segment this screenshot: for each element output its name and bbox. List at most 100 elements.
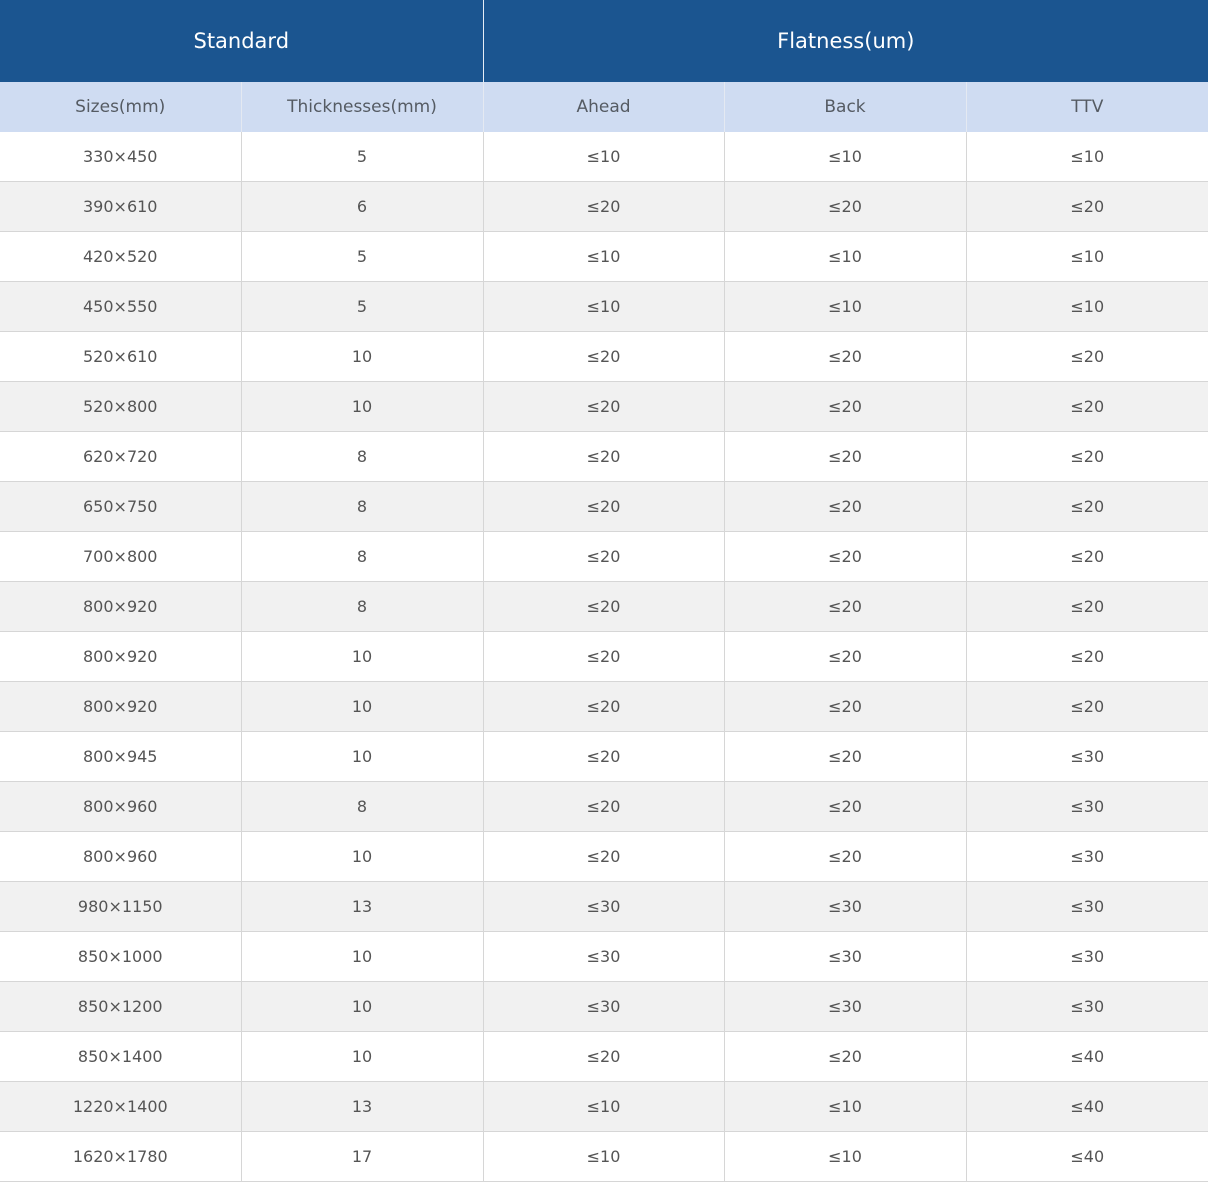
table-row: 700×800 8 ≤20 ≤20 ≤20 — [0, 531, 1208, 582]
cell-ahead: ≤20 — [482, 1031, 725, 1082]
cell-ttv: ≤10 — [965, 132, 1208, 182]
cell-ttv: ≤20 — [965, 481, 1208, 532]
cell-back: ≤30 — [723, 931, 967, 982]
table-row: 850×1400 10 ≤20 ≤20 ≤40 — [0, 1031, 1208, 1082]
cell-size: 1620×1780 — [0, 1131, 241, 1182]
cell-ahead: ≤10 — [482, 132, 725, 182]
cell-back: ≤20 — [723, 1031, 967, 1082]
cell-thickness: 13 — [240, 1081, 484, 1132]
cell-ahead: ≤10 — [482, 1131, 725, 1182]
header-flatness: Flatness(um) — [482, 0, 1208, 82]
cell-size: 800×920 — [0, 581, 241, 632]
cell-ttv: ≤20 — [965, 631, 1208, 682]
cell-ahead: ≤20 — [482, 731, 725, 782]
cell-thickness: 13 — [240, 881, 484, 932]
cell-ttv: ≤30 — [965, 831, 1208, 882]
cell-back: ≤10 — [723, 132, 967, 182]
cell-size: 800×920 — [0, 631, 241, 682]
cell-ttv: ≤30 — [965, 931, 1208, 982]
table-row: 800×920 10 ≤20 ≤20 ≤20 — [0, 681, 1208, 732]
header-standard: Standard — [0, 0, 484, 82]
table-row: 800×920 10 ≤20 ≤20 ≤20 — [0, 631, 1208, 682]
cell-thickness: 10 — [240, 631, 484, 682]
table-row: 650×750 8 ≤20 ≤20 ≤20 — [0, 481, 1208, 532]
cell-size: 520×800 — [0, 381, 241, 432]
cell-ahead: ≤20 — [482, 381, 725, 432]
cell-ahead: ≤20 — [482, 781, 725, 832]
table-row: 1620×1780 17 ≤10 ≤10 ≤40 — [0, 1131, 1208, 1182]
cell-size: 800×960 — [0, 831, 241, 882]
cell-thickness: 10 — [240, 1031, 484, 1082]
cell-ahead: ≤20 — [482, 831, 725, 882]
table-row: 390×610 6 ≤20 ≤20 ≤20 — [0, 181, 1208, 232]
cell-back: ≤20 — [723, 181, 967, 232]
cell-size: 450×550 — [0, 281, 241, 332]
column-header-sizes: Sizes(mm) — [0, 82, 241, 132]
cell-ahead: ≤20 — [482, 531, 725, 582]
table-row: 620×720 8 ≤20 ≤20 ≤20 — [0, 431, 1208, 482]
table-row: 520×800 10 ≤20 ≤20 ≤20 — [0, 381, 1208, 432]
cell-back: ≤20 — [723, 531, 967, 582]
column-header-row: Sizes(mm) Thicknesses(mm) Ahead Back TTV — [0, 82, 1208, 132]
cell-ahead: ≤10 — [482, 281, 725, 332]
table-row: 450×550 5 ≤10 ≤10 ≤10 — [0, 281, 1208, 332]
cell-thickness: 17 — [240, 1131, 484, 1182]
cell-thickness: 8 — [240, 431, 484, 482]
cell-ttv: ≤40 — [965, 1081, 1208, 1132]
cell-ttv: ≤30 — [965, 981, 1208, 1032]
cell-ahead: ≤20 — [482, 331, 725, 382]
cell-ttv: ≤20 — [965, 181, 1208, 232]
cell-thickness: 6 — [240, 181, 484, 232]
cell-back: ≤20 — [723, 381, 967, 432]
cell-thickness: 10 — [240, 731, 484, 782]
cell-ahead: ≤30 — [482, 981, 725, 1032]
table-row: 420×520 5 ≤10 ≤10 ≤10 — [0, 231, 1208, 282]
cell-back: ≤20 — [723, 781, 967, 832]
cell-ttv: ≤30 — [965, 731, 1208, 782]
cell-ttv: ≤10 — [965, 231, 1208, 282]
cell-thickness: 10 — [240, 831, 484, 882]
cell-size: 850×1200 — [0, 981, 241, 1032]
table-row: 1220×1400 13 ≤10 ≤10 ≤40 — [0, 1081, 1208, 1132]
cell-ahead: ≤10 — [482, 1081, 725, 1132]
column-header-thicknesses: Thicknesses(mm) — [240, 82, 484, 132]
cell-back: ≤30 — [723, 981, 967, 1032]
cell-back: ≤20 — [723, 581, 967, 632]
cell-ahead: ≤20 — [482, 181, 725, 232]
cell-thickness: 8 — [240, 581, 484, 632]
cell-size: 520×610 — [0, 331, 241, 382]
table-row: 800×920 8 ≤20 ≤20 ≤20 — [0, 581, 1208, 632]
cell-thickness: 5 — [240, 132, 484, 182]
cell-back: ≤20 — [723, 331, 967, 382]
cell-ahead: ≤20 — [482, 581, 725, 632]
cell-thickness: 5 — [240, 281, 484, 332]
cell-thickness: 10 — [240, 331, 484, 382]
cell-back: ≤20 — [723, 431, 967, 482]
cell-ttv: ≤20 — [965, 331, 1208, 382]
cell-thickness: 10 — [240, 381, 484, 432]
cell-thickness: 8 — [240, 481, 484, 532]
cell-ahead: ≤10 — [482, 231, 725, 282]
cell-size: 980×1150 — [0, 881, 241, 932]
cell-thickness: 10 — [240, 931, 484, 982]
table-row: 800×960 10 ≤20 ≤20 ≤30 — [0, 831, 1208, 882]
cell-ttv: ≤40 — [965, 1031, 1208, 1082]
cell-size: 700×800 — [0, 531, 241, 582]
cell-back: ≤10 — [723, 231, 967, 282]
cell-ttv: ≤30 — [965, 881, 1208, 932]
table-row: 980×1150 13 ≤30 ≤30 ≤30 — [0, 881, 1208, 932]
cell-thickness: 10 — [240, 681, 484, 732]
cell-back: ≤10 — [723, 1081, 967, 1132]
cell-ttv: ≤40 — [965, 1131, 1208, 1182]
cell-ttv: ≤20 — [965, 431, 1208, 482]
cell-thickness: 10 — [240, 981, 484, 1032]
cell-ttv: ≤20 — [965, 581, 1208, 632]
cell-size: 1220×1400 — [0, 1081, 241, 1132]
cell-ttv: ≤20 — [965, 381, 1208, 432]
cell-size: 420×520 — [0, 231, 241, 282]
cell-size: 850×1400 — [0, 1031, 241, 1082]
cell-size: 800×920 — [0, 681, 241, 732]
cell-size: 390×610 — [0, 181, 241, 232]
cell-size: 800×945 — [0, 731, 241, 782]
